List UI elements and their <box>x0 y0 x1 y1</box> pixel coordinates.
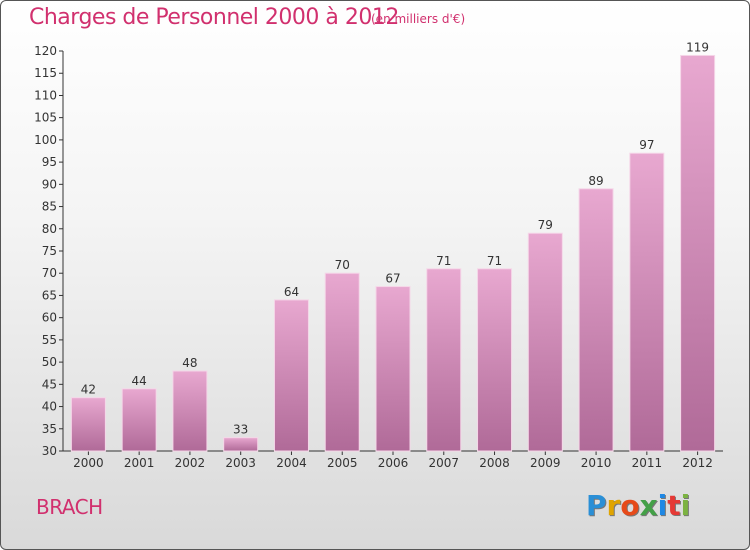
x-tick-label: 2004 <box>276 456 307 470</box>
data-label: 48 <box>182 356 197 370</box>
bar-2006 <box>375 286 411 452</box>
y-tick-label: 35 <box>42 422 57 436</box>
data-label: 70 <box>335 258 350 272</box>
bar-2009 <box>527 232 563 452</box>
y-tick-label: 60 <box>42 311 57 325</box>
y-tick-label: 105 <box>34 111 57 125</box>
y-tick-label: 120 <box>34 44 57 58</box>
chart-subtitle: (en milliers d'€) <box>371 12 466 26</box>
y-tick-label: 85 <box>42 200 57 214</box>
x-tick-label: 2010 <box>581 456 612 470</box>
x-tick-label: 2009 <box>530 456 561 470</box>
data-label: 71 <box>436 254 451 268</box>
y-tick-label: 55 <box>42 333 57 347</box>
bar-2003 <box>223 437 259 452</box>
bar-2012 <box>680 54 716 452</box>
bar-2002 <box>172 370 208 452</box>
x-tick-label: 2011 <box>632 456 663 470</box>
x-tick-label: 2007 <box>428 456 459 470</box>
x-tick-label: 2001 <box>124 456 155 470</box>
data-label: 79 <box>538 218 553 232</box>
chart-axes: 30 35 40 45 50 55 60 65 70 75 80 85 90 95 100 105 110 115… <box>34 44 723 458</box>
data-label: 42 <box>81 383 96 397</box>
y-tick-label: 70 <box>42 266 57 280</box>
data-label: 119 <box>686 40 709 54</box>
y-tick-label: 75 <box>42 244 57 258</box>
y-tick-label: 95 <box>42 155 57 169</box>
data-label: 33 <box>233 423 248 437</box>
chart-title: Charges de Personnel 2000 à 2012 <box>29 5 399 30</box>
x-tick-label: 2012 <box>682 456 713 470</box>
x-tick-label: 2008 <box>479 456 510 470</box>
y-tick-label: 45 <box>42 377 57 391</box>
chart-labels: 2000 42 2001 44 2002 48 2003 33 2004 64 2005 70 2006… <box>73 40 713 470</box>
data-label: 44 <box>132 374 147 388</box>
y-tick-label: 50 <box>42 355 57 369</box>
chart-bars <box>70 54 716 452</box>
y-tick-label: 80 <box>42 222 57 236</box>
bar-2005 <box>324 272 360 452</box>
y-tick-label: 65 <box>42 288 57 302</box>
proxiti-logo: Proxiti <box>586 489 691 522</box>
y-tick-label: 110 <box>34 88 57 102</box>
commune-name: BRACH <box>36 495 103 519</box>
y-tick-label: 100 <box>34 133 57 147</box>
data-label: 67 <box>385 272 400 286</box>
x-tick-label: 2006 <box>378 456 409 470</box>
bar-2001 <box>121 388 157 452</box>
bar-2011 <box>629 152 665 452</box>
bar-2008 <box>477 268 513 452</box>
x-tick-label: 2002 <box>175 456 206 470</box>
data-label: 71 <box>487 254 502 268</box>
y-tick-label: 40 <box>42 400 57 414</box>
y-tick-label: 115 <box>34 66 57 80</box>
bar-2010 <box>578 188 614 452</box>
bar-2004 <box>273 299 309 452</box>
data-label: 89 <box>588 174 603 188</box>
data-label: 64 <box>284 285 299 299</box>
y-tick-label: 90 <box>42 177 57 191</box>
x-tick-label: 2003 <box>225 456 256 470</box>
bar-2000 <box>70 397 106 452</box>
x-tick-label: 2005 <box>327 456 358 470</box>
data-label: 97 <box>639 138 654 152</box>
x-tick-label: 2000 <box>73 456 104 470</box>
bar-2007 <box>426 268 462 452</box>
y-tick-label: 30 <box>42 444 57 458</box>
